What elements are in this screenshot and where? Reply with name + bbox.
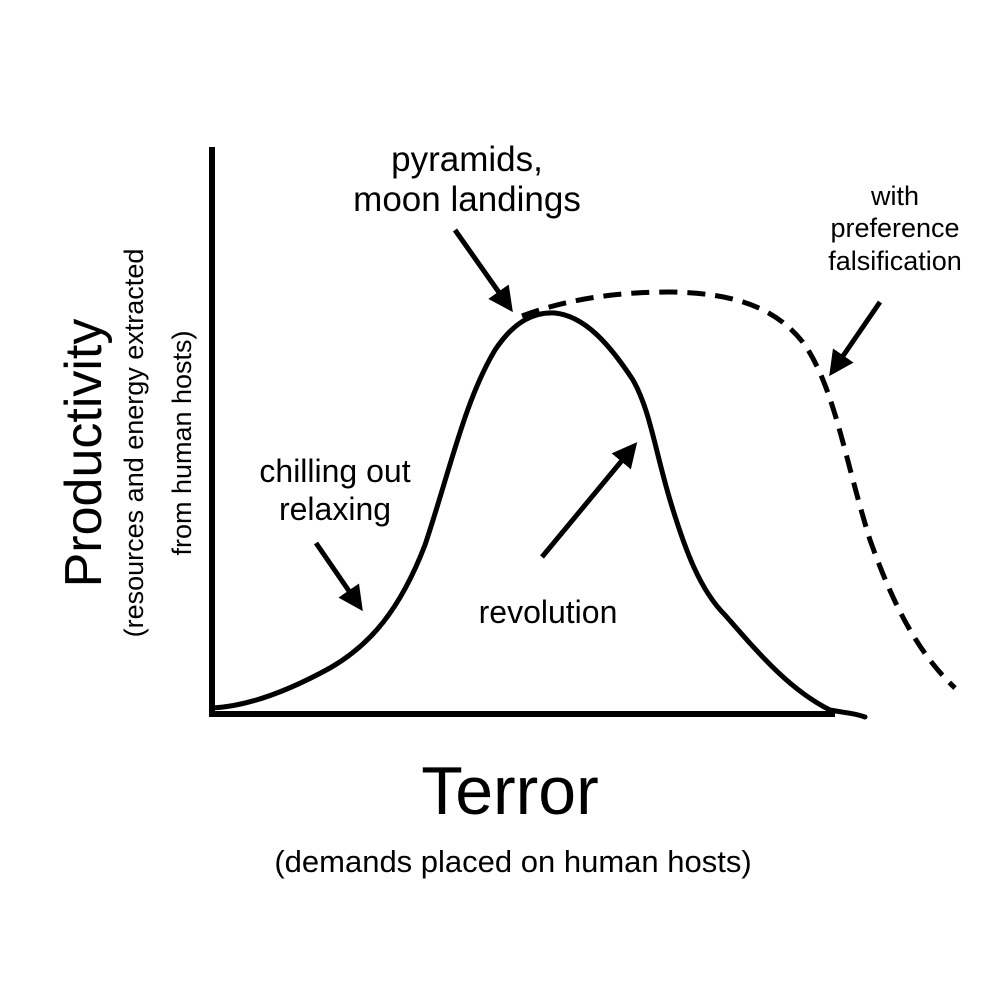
relaxing-annotation: chilling out relaxing bbox=[215, 452, 455, 529]
y-axis-sublabel: (resources and energy extracted from hum… bbox=[110, 249, 206, 638]
peak-arrow bbox=[452, 228, 513, 313]
y-axis-label: Productivity bbox=[55, 318, 113, 588]
relaxing-annotation-line2: relaxing bbox=[278, 491, 392, 528]
falsification-arrow bbox=[829, 300, 883, 377]
revolution-annotation: revolution bbox=[478, 594, 618, 630]
falsification-annotation: with preference falsification bbox=[800, 180, 990, 277]
x-axis-sublabel: (demands placed on human hosts) bbox=[274, 844, 752, 879]
x-axis-label: Terror bbox=[421, 753, 599, 829]
productivity-curve bbox=[210, 310, 868, 720]
relaxing-arrow bbox=[313, 541, 363, 612]
peak-annotation: pyramids, moon landings bbox=[317, 140, 617, 221]
revolution-arrow bbox=[540, 442, 638, 559]
peak-annotation-line1: pyramids, bbox=[391, 140, 543, 179]
falsification-annotation-line2: preference bbox=[830, 213, 960, 244]
relaxing-annotation-line1: chilling out bbox=[259, 453, 411, 489]
y-axis-sublabel-line1: (resources and energy extracted bbox=[119, 248, 149, 638]
y-axis-sublabel-line2: from human hosts) bbox=[167, 330, 197, 556]
falsification-annotation-line1: with bbox=[870, 181, 919, 211]
falsification-annotation-line3: falsification bbox=[828, 245, 962, 276]
peak-annotation-line2: moon landings bbox=[353, 180, 581, 220]
preference-falsification-curve bbox=[521, 289, 957, 690]
